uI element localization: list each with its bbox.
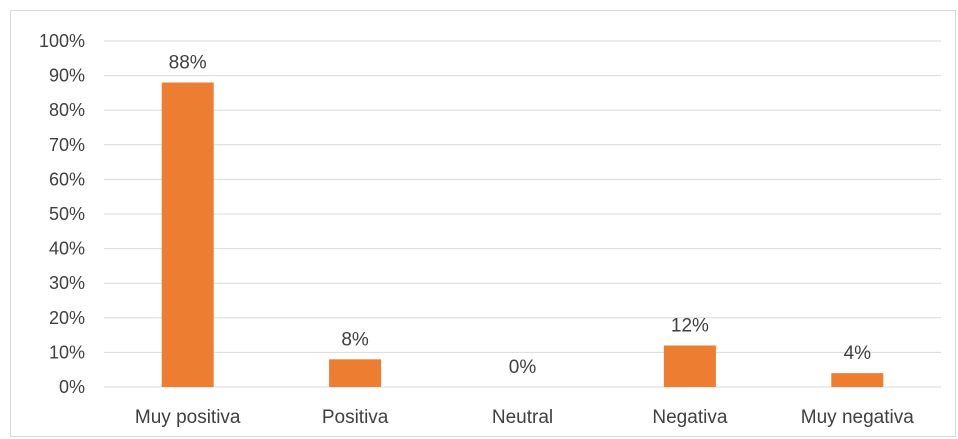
x-category-label: Positiva [322,407,389,428]
x-axis-category-labels: Muy positiva Positiva Neutral Negativa Muy n… [135,407,914,428]
data-label: 88% [169,53,207,74]
bar-positiva [329,359,382,387]
y-tick-label: 20% [49,308,85,328]
x-category-label: Muy positiva [135,407,241,428]
bar-negativa [663,345,716,387]
data-labels: 88% 8% 0% 12% 4% [169,53,871,378]
y-axis-tick-labels: 0% 10% 20% 30% 40% 50% 60% 70% 80% 90% 100% [39,31,85,397]
chart-frame: 0% 10% 20% 30% 40% 50% 60% 70% 80% 90% 100% 88% 8% 0… [10,10,956,437]
bar-chart: 0% 10% 20% 30% 40% 50% 60% 70% 80% 90% 100% 88% 8% 0… [39,31,941,428]
y-tick-label: 0% [59,377,85,397]
bars [161,82,884,388]
data-label: 8% [341,329,369,350]
y-tick-label: 90% [49,66,85,86]
y-tick-label: 30% [49,273,85,293]
data-label: 12% [671,315,709,336]
y-tick-label: 70% [49,135,85,155]
y-tick-label: 40% [49,239,85,259]
y-tick-label: 60% [49,169,85,189]
x-category-label: Neutral [492,407,553,428]
x-category-label: Muy negativa [801,407,914,428]
y-tick-label: 50% [49,204,85,224]
y-tick-label: 80% [49,100,85,120]
data-label: 4% [844,343,872,364]
x-category-label: Negativa [652,407,727,428]
y-tick-label: 100% [39,31,85,51]
bar-muy-positiva [161,82,214,388]
bar-muy-negativa [831,373,884,387]
y-tick-label: 10% [49,342,85,362]
data-label: 0% [509,357,537,378]
gridlines [104,40,941,388]
